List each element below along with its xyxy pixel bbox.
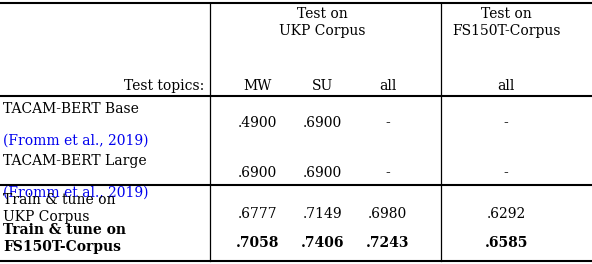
Text: .7406: .7406 (301, 236, 345, 250)
Text: .6777: .6777 (238, 207, 277, 221)
Text: -: - (385, 116, 390, 130)
Text: .6980: .6980 (368, 207, 407, 221)
Text: .7149: .7149 (303, 207, 342, 221)
Text: -: - (504, 116, 509, 130)
Text: SU: SU (312, 79, 333, 93)
Text: TACAM-BERT Large: TACAM-BERT Large (3, 154, 147, 168)
Text: .6292: .6292 (487, 207, 526, 221)
Text: .6585: .6585 (484, 236, 528, 250)
Text: -: - (385, 166, 390, 180)
Text: .7243: .7243 (366, 236, 410, 250)
Text: TACAM-BERT Base: TACAM-BERT Base (3, 102, 139, 116)
Text: (Fromm et al., 2019): (Fromm et al., 2019) (3, 133, 149, 147)
Text: Test on
FS150T-Corpus: Test on FS150T-Corpus (452, 7, 561, 38)
Text: .6900: .6900 (303, 166, 342, 180)
Text: .6900: .6900 (303, 116, 342, 130)
Text: .4900: .4900 (238, 116, 277, 130)
Text: .7058: .7058 (236, 236, 279, 250)
Text: Test on
UKP Corpus: Test on UKP Corpus (279, 7, 366, 38)
Text: Train & tune on
UKP Corpus: Train & tune on UKP Corpus (3, 193, 115, 224)
Text: MW: MW (243, 79, 272, 93)
Text: Train & tune on
FS150T-Corpus: Train & tune on FS150T-Corpus (3, 223, 126, 254)
Text: all: all (379, 79, 397, 93)
Text: (Fromm et al., 2019): (Fromm et al., 2019) (3, 186, 149, 200)
Text: all: all (497, 79, 515, 93)
Text: -: - (504, 166, 509, 180)
Text: .6900: .6900 (238, 166, 277, 180)
Text: Test topics:: Test topics: (124, 79, 204, 93)
